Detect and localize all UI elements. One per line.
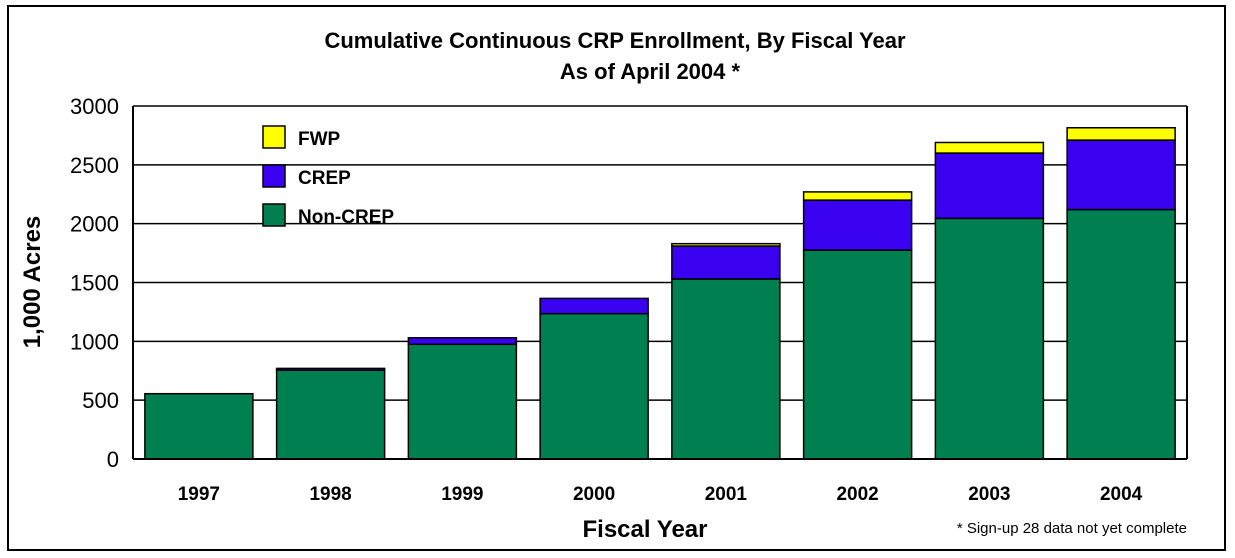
x-axis-label: Fiscal Year (583, 516, 708, 543)
legend-swatch-non-crep (262, 203, 286, 227)
bar-crep-2002 (802, 199, 913, 251)
legend-swatch-fwp (262, 125, 286, 149)
x-tick-label: 2004 (1100, 484, 1143, 505)
bars (144, 127, 1176, 460)
x-tick-labels: 1997 1998 1999 2000 2001 2002 2003 2004 (178, 484, 1143, 505)
bar-non-crep-2000 (539, 312, 649, 460)
footnote: * Sign-up 28 data not yet complete (957, 520, 1187, 537)
bar-non-crep-1997 (144, 392, 254, 460)
bar-crep-1999 (407, 337, 518, 346)
bar-fwp-2001 (671, 242, 781, 247)
legend: FWP CREP Non-CREP (262, 125, 394, 228)
y-tick-label: 1000 (70, 329, 119, 354)
legend-label-crep: CREP (298, 168, 351, 189)
y-tick-label: 2500 (70, 153, 119, 178)
y-axis-label: 1,000 Acres (19, 216, 46, 349)
bar-non-crep-1999 (407, 343, 518, 460)
chart-subtitle: As of April 2004 * (560, 59, 741, 84)
bar-non-crep-2004 (1066, 208, 1176, 460)
bar-crep-2000 (539, 297, 649, 315)
bar-crep-2004 (1066, 139, 1176, 211)
x-tick-label: 2001 (705, 484, 748, 505)
bar-crep-1998 (275, 367, 386, 371)
bar-fwp-2003 (934, 141, 1045, 154)
axes (132, 106, 1188, 460)
y-tick-label: 0 (107, 447, 119, 472)
bar-crep-2003 (934, 152, 1045, 220)
x-tick-label: 2003 (968, 484, 1010, 505)
legend-label-non-crep: Non-CREP (298, 207, 394, 228)
bar-fwp-2002 (802, 191, 913, 201)
legend-label-fwp: FWP (298, 129, 341, 150)
y-tick-label: 2000 (70, 212, 119, 237)
x-tick-label: 1997 (178, 484, 220, 505)
bar-non-crep-2001 (671, 278, 781, 460)
bar-crep-2001 (671, 245, 781, 280)
bar-fwp-2004 (1066, 127, 1176, 141)
x-tick-label: 1998 (309, 484, 351, 505)
y-tick-label: 3000 (70, 94, 119, 119)
legend-swatch-crep (262, 164, 286, 188)
x-tick-label: 2002 (836, 484, 878, 505)
x-tick-label: 1999 (441, 484, 483, 505)
bar-non-crep-2002 (802, 249, 913, 460)
x-tick-label: 2000 (573, 484, 615, 505)
chart-title: Cumulative Continuous CRP Enrollment, By… (324, 28, 906, 53)
bar-non-crep-2003 (934, 217, 1045, 460)
y-tick-label: 1500 (70, 271, 119, 296)
y-tick-labels: 0 500 1000 1500 2000 2500 3000 (70, 94, 119, 472)
bar-non-crep-1998 (275, 369, 386, 460)
y-tick-label: 500 (82, 388, 119, 413)
